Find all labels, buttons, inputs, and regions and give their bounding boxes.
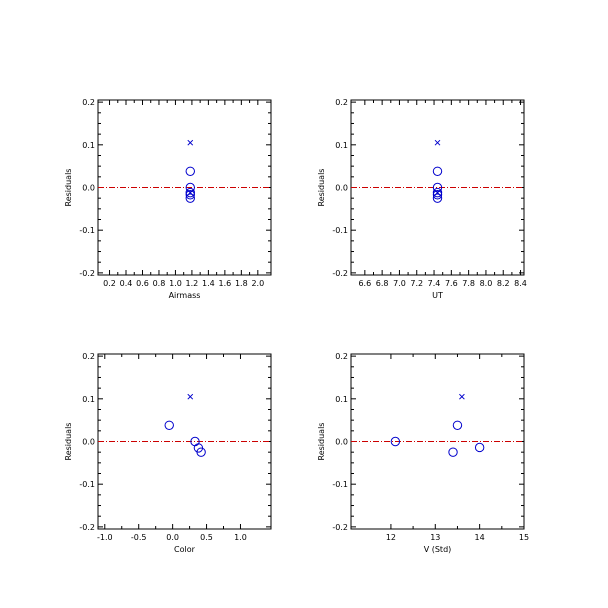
x-tick-label: 13 — [430, 533, 440, 542]
residual-plot-4: -0.2 -0.1 0.0 0.1 0.2 12 13 14 15 V (Std) Residual… — [317, 352, 529, 554]
x-tick-label: 7.0 — [393, 279, 406, 288]
x-tick-label: 0.0 — [166, 533, 179, 542]
x-tick-label: 0.2 — [103, 279, 116, 288]
data-point-circle — [432, 187, 443, 198]
y-tick-label: 0.0 — [82, 184, 95, 193]
residual-plot-3: -0.2 -0.1 0.0 0.1 0.2 -1.0 -0.5 0.0 0.5 1.0 Color R… — [64, 352, 272, 554]
y-tick-label: 0.0 — [335, 438, 348, 447]
data-point-x-stroke — [434, 189, 441, 196]
y-tick-label: -0.1 — [332, 226, 348, 235]
data-point-circle — [185, 190, 195, 200]
data-point-x — [459, 393, 465, 400]
y-tick-label: 0.2 — [335, 98, 348, 107]
data-point-circle — [196, 447, 206, 457]
x-tick-label: 12 — [386, 533, 396, 542]
data-point-x-stroke — [434, 139, 441, 146]
x-tick-label: 0.4 — [120, 279, 133, 288]
data-point-x — [434, 139, 441, 146]
x-tick-label: 8.4 — [514, 279, 527, 288]
data-point-circle — [185, 182, 195, 193]
data-point-circle — [432, 193, 443, 203]
y-tick-label: 0.2 — [82, 98, 95, 107]
data-point-circle — [164, 420, 174, 430]
y-axis-title: Residuals — [317, 423, 326, 461]
data-point-x — [187, 189, 194, 196]
x-tick-label: 0.6 — [136, 279, 149, 288]
y-tick-label: -0.2 — [332, 523, 348, 532]
x-tick-label: 7.6 — [445, 279, 458, 288]
data-point-circle — [432, 190, 443, 200]
x-tick-label: 6.8 — [376, 279, 389, 288]
y-axis-title: Residuals — [317, 169, 326, 207]
x-tick-label: 7.2 — [410, 279, 423, 288]
data-point-x-stroke — [187, 189, 194, 196]
data-point-x-stroke — [187, 393, 194, 400]
x-tick-label: -1.0 — [97, 533, 113, 542]
y-tick-label: -0.2 — [332, 269, 348, 278]
x-tick-label: 1.4 — [202, 279, 215, 288]
y-tick-label: 0.2 — [335, 352, 348, 361]
x-tick-label: -0.5 — [131, 533, 147, 542]
y-tick-label: -0.2 — [79, 523, 95, 532]
data-point-x — [187, 393, 194, 400]
residual-plot-1: -0.2-0.10.00.10.20.2 0.4 0.6 0.8 1.0 1.2 1.4 1.… — [64, 98, 272, 300]
x-tick-label: 1.2 — [186, 279, 199, 288]
x-tick-label: 1.0 — [234, 533, 247, 542]
x-axis-title: UT — [432, 291, 443, 300]
residual-plot-2: -0.2 -0.1 0.0 0.1 0.2 6.6 6.8 7.0 7.2 7.4 7.6 7.8 8.… — [317, 98, 527, 300]
y-tick-label: 0.1 — [335, 395, 348, 404]
y-tick-label: 0.2 — [82, 352, 95, 361]
data-point-x-stroke — [187, 139, 194, 146]
y-tick-label: -0.1 — [332, 480, 348, 489]
x-axis-title: Airmass — [169, 291, 201, 300]
y-tick-label: 0.1 — [335, 141, 348, 150]
x-tick-label: 15 — [519, 533, 529, 542]
x-tick-label: 1.6 — [218, 279, 231, 288]
x-tick-label: 0.8 — [153, 279, 166, 288]
y-tick-label: 0.1 — [82, 141, 95, 150]
x-tick-label: 1.0 — [169, 279, 182, 288]
data-point-circle — [452, 420, 463, 430]
x-tick-label: 1.8 — [235, 279, 248, 288]
x-tick-label: 7.8 — [462, 279, 475, 288]
y-tick-label: 0.0 — [335, 184, 348, 193]
x-tick-label: 8.0 — [480, 279, 493, 288]
data-point-circle — [185, 166, 195, 176]
data-point-circle — [474, 442, 485, 453]
data-point-circle — [390, 436, 401, 447]
y-tick-label: -0.1 — [79, 226, 95, 235]
data-point-x-stroke — [459, 393, 465, 400]
data-point-x — [187, 139, 194, 146]
y-axis-title: Residuals — [64, 423, 73, 461]
y-tick-label: -0.2 — [79, 269, 95, 278]
x-tick-label: 2.0 — [251, 279, 264, 288]
x-tick-label: 0.5 — [200, 533, 213, 542]
x-tick-label: 7.4 — [428, 279, 441, 288]
x-axis-title: V (Std) — [424, 545, 452, 554]
x-tick-label: 8.2 — [497, 279, 510, 288]
x-tick-label: 6.6 — [358, 279, 371, 288]
data-point-circle — [185, 187, 195, 198]
data-point-circle — [448, 447, 458, 457]
data-point-circle — [185, 193, 195, 203]
x-axis-title: Color — [174, 545, 196, 554]
y-tick-label: 0.1 — [82, 395, 95, 404]
data-point-x — [434, 189, 441, 196]
y-tick-label: 0.0 — [82, 438, 95, 447]
data-point-circle — [432, 166, 443, 176]
data-point-circle — [432, 182, 443, 193]
x-tick-label: 14 — [475, 533, 485, 542]
y-axis-title: Residuals — [64, 169, 73, 207]
y-tick-label: -0.1 — [79, 480, 95, 489]
